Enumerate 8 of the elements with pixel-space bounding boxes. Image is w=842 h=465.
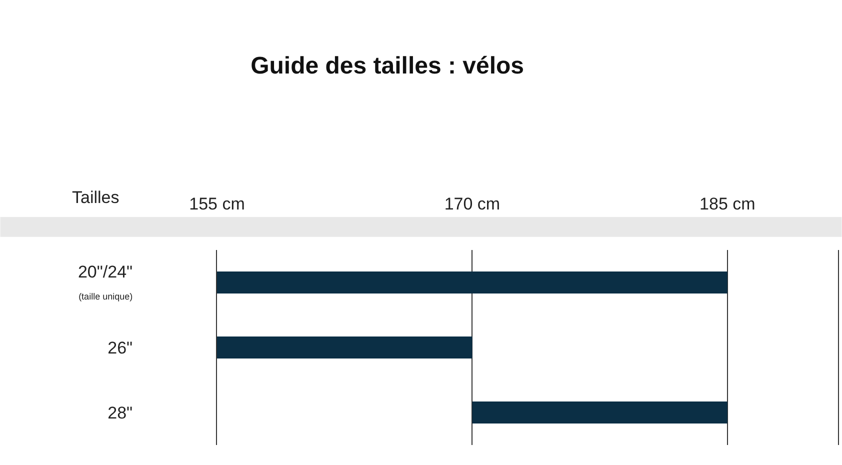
x-tick-label: 170 cm xyxy=(444,194,500,214)
x-tick-label: 155 cm xyxy=(189,194,245,214)
chart-title: Guide des tailles : vélos xyxy=(250,52,524,80)
y-tick-label: 20"/24" (taille unique) xyxy=(78,262,133,302)
x-tick-label: 185 cm xyxy=(700,194,756,214)
y-tick-label: 28" xyxy=(108,403,133,422)
y-axis-title: Tailles xyxy=(72,188,120,207)
y-tick-label: 26" xyxy=(108,338,133,358)
